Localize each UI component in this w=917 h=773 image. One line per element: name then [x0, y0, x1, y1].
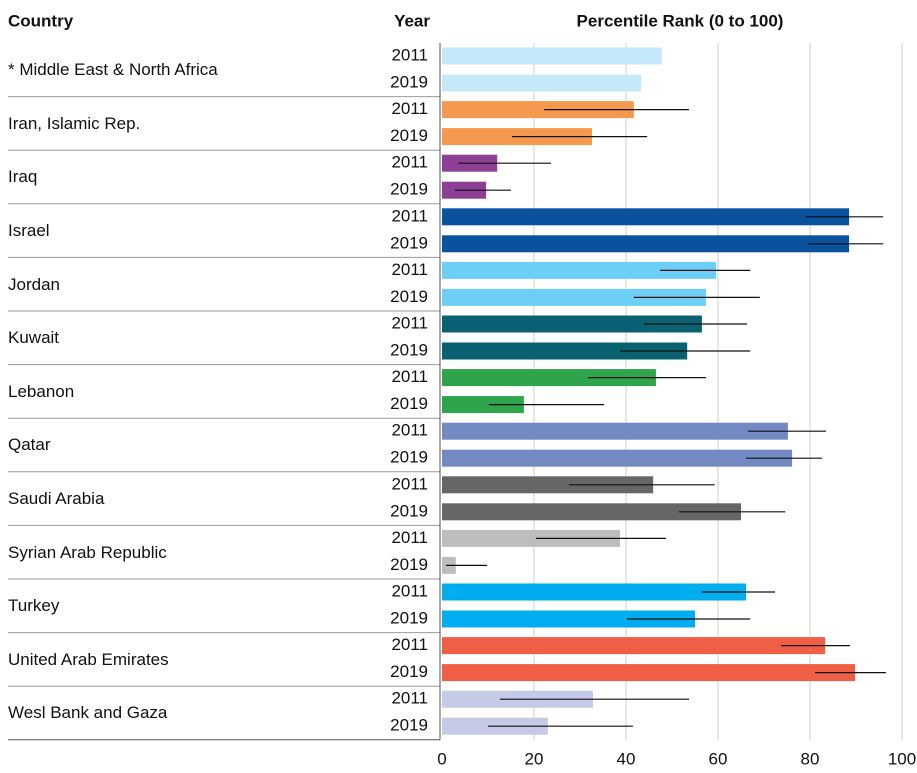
- year-label: 2011: [391, 206, 428, 225]
- year-label: 2019: [390, 287, 428, 306]
- bar: [442, 422, 788, 440]
- year-label: 2019: [390, 608, 428, 627]
- country-label: Iraq: [8, 167, 38, 187]
- year-label: 2019: [390, 716, 428, 735]
- year-label: 2011: [391, 99, 428, 118]
- country-label: Wesl Bank and Gaza: [8, 703, 168, 723]
- bar: [442, 396, 524, 414]
- year-label: 2011: [391, 689, 428, 708]
- year-label: 2019: [390, 555, 428, 574]
- x-tick-label: 0: [437, 749, 446, 768]
- bar: [442, 315, 702, 333]
- x-tick-label: 20: [525, 749, 544, 768]
- bar: [442, 369, 656, 387]
- bar: [442, 637, 826, 655]
- header-rank: Percentile Rank (0 to 100): [577, 11, 784, 30]
- year-label: 2019: [390, 662, 428, 681]
- bar: [442, 208, 850, 226]
- x-tick-label: 100: [888, 749, 916, 768]
- country-label: Jordan: [8, 274, 60, 294]
- country-label: Saudi Arabia: [8, 489, 105, 509]
- year-label: 2011: [391, 153, 428, 172]
- x-tick-label: 60: [709, 749, 728, 768]
- bar: [442, 47, 662, 65]
- year-label: 2011: [391, 421, 428, 440]
- year-label: 2011: [391, 45, 428, 64]
- year-label: 2011: [391, 635, 428, 654]
- bar: [442, 288, 707, 306]
- header-year: Year: [394, 11, 430, 30]
- country-label: * Middle East & North Africa: [8, 60, 218, 80]
- country-label: Qatar: [8, 435, 51, 455]
- year-label: 2011: [391, 528, 428, 547]
- year-label: 2019: [390, 233, 428, 252]
- country-label: Iran, Islamic Rep.: [8, 113, 141, 133]
- year-label: 2019: [390, 126, 428, 145]
- year-label: 2011: [391, 313, 428, 332]
- bar: [442, 529, 621, 547]
- country-label: Israel: [8, 221, 50, 241]
- country-label: Turkey: [8, 596, 60, 616]
- year-label: 2019: [390, 72, 428, 91]
- header-country: Country: [8, 11, 74, 30]
- country-label: Lebanon: [8, 381, 75, 401]
- bar: [442, 476, 654, 494]
- bar: [442, 583, 747, 601]
- bar: [442, 101, 634, 119]
- country-label: Kuwait: [8, 328, 60, 348]
- country-label: United Arab Emirates: [8, 649, 169, 669]
- bar: [442, 664, 856, 682]
- year-label: 2011: [391, 260, 428, 279]
- year-label: 2019: [390, 448, 428, 467]
- year-label: 2019: [390, 340, 428, 359]
- year-label: 2011: [391, 367, 428, 386]
- x-tick-label: 80: [801, 749, 820, 768]
- year-label: 2011: [391, 474, 428, 493]
- bar: [442, 610, 695, 628]
- bar: [442, 261, 717, 279]
- bar: [442, 74, 642, 92]
- bar: [442, 503, 741, 521]
- year-label: 2011: [391, 581, 428, 600]
- year-label: 2019: [390, 394, 428, 413]
- x-tick-label: 40: [617, 749, 636, 768]
- country-label: Syrian Arab Republic: [8, 542, 167, 562]
- bar: [442, 342, 688, 360]
- year-label: 2019: [390, 180, 428, 199]
- bar: [442, 449, 793, 467]
- bar: [442, 235, 850, 253]
- year-label: 2019: [390, 501, 428, 520]
